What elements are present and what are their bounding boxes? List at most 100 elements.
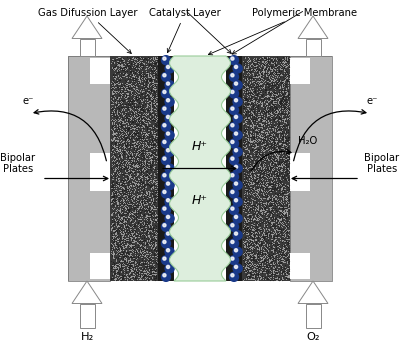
Point xyxy=(137,165,143,171)
Point xyxy=(108,186,115,192)
Point xyxy=(137,215,144,220)
Circle shape xyxy=(165,81,174,90)
Point xyxy=(264,232,270,237)
Point xyxy=(258,142,264,147)
Point xyxy=(122,72,129,78)
Point xyxy=(131,64,138,70)
Point xyxy=(119,239,125,245)
Point xyxy=(142,191,148,196)
Point xyxy=(141,227,147,233)
Point xyxy=(252,142,259,148)
Point xyxy=(249,238,255,244)
Point xyxy=(241,250,248,256)
Point xyxy=(136,176,142,182)
Point xyxy=(108,196,114,202)
Point xyxy=(144,55,151,60)
Point xyxy=(125,95,131,101)
Point xyxy=(146,171,153,176)
Point xyxy=(256,92,262,98)
Point xyxy=(110,107,116,112)
Point xyxy=(151,243,158,249)
Point xyxy=(119,250,125,255)
Point xyxy=(136,224,142,229)
Point xyxy=(270,194,276,200)
Point xyxy=(269,179,276,184)
Point xyxy=(134,270,141,276)
Point xyxy=(139,246,145,252)
Point xyxy=(123,84,130,90)
Circle shape xyxy=(233,64,242,73)
Point xyxy=(152,90,158,96)
Text: Bipolar
Plates: Bipolar Plates xyxy=(364,153,400,174)
Point xyxy=(271,240,277,246)
Point xyxy=(244,63,251,68)
Point xyxy=(135,224,142,229)
Point xyxy=(280,132,286,138)
Point xyxy=(117,247,124,253)
Point xyxy=(136,94,142,100)
Point xyxy=(130,270,136,275)
Point xyxy=(149,64,156,69)
Point xyxy=(246,100,253,106)
Point xyxy=(114,167,121,173)
Point xyxy=(257,258,264,264)
Point xyxy=(267,91,274,96)
Point xyxy=(254,162,261,168)
Point xyxy=(124,101,131,107)
Point xyxy=(148,95,155,101)
Point xyxy=(246,112,252,118)
Point xyxy=(152,187,158,192)
Point xyxy=(280,208,286,213)
Point xyxy=(285,251,292,257)
Point xyxy=(247,58,254,64)
Point xyxy=(148,199,155,204)
Point xyxy=(108,228,114,233)
Point xyxy=(140,172,146,177)
Point xyxy=(284,191,290,197)
Point xyxy=(139,108,146,114)
Point xyxy=(139,107,145,113)
Point xyxy=(268,132,275,137)
Point xyxy=(273,162,279,168)
Point xyxy=(151,203,157,209)
Point xyxy=(129,72,136,78)
Point xyxy=(272,268,278,273)
Point xyxy=(152,154,158,160)
Point xyxy=(282,242,288,247)
Point xyxy=(117,93,124,98)
Point xyxy=(114,121,121,127)
Point xyxy=(257,212,263,217)
Point xyxy=(262,61,269,66)
Point xyxy=(253,176,260,182)
Point xyxy=(150,145,157,151)
Point xyxy=(127,117,133,122)
Point xyxy=(277,63,284,69)
Point xyxy=(284,55,290,61)
Point xyxy=(273,226,279,231)
Point xyxy=(108,275,115,281)
Point xyxy=(132,122,138,128)
Point xyxy=(263,189,270,194)
Point xyxy=(149,108,155,113)
Point xyxy=(118,255,124,261)
Point xyxy=(244,276,251,282)
Point xyxy=(153,187,159,192)
Point xyxy=(263,118,270,124)
Point xyxy=(118,66,124,72)
Point xyxy=(261,61,268,66)
Point xyxy=(244,79,250,85)
Point xyxy=(270,273,276,278)
Point xyxy=(145,111,151,116)
Point xyxy=(286,196,292,202)
Point xyxy=(286,268,292,274)
Point xyxy=(118,273,124,279)
Point xyxy=(240,137,246,143)
Point xyxy=(245,113,251,119)
Point xyxy=(120,260,127,266)
Point xyxy=(138,55,144,60)
Point xyxy=(283,120,289,126)
Point xyxy=(125,166,131,171)
Point xyxy=(255,202,261,208)
Point xyxy=(255,172,262,178)
Point xyxy=(130,258,136,264)
